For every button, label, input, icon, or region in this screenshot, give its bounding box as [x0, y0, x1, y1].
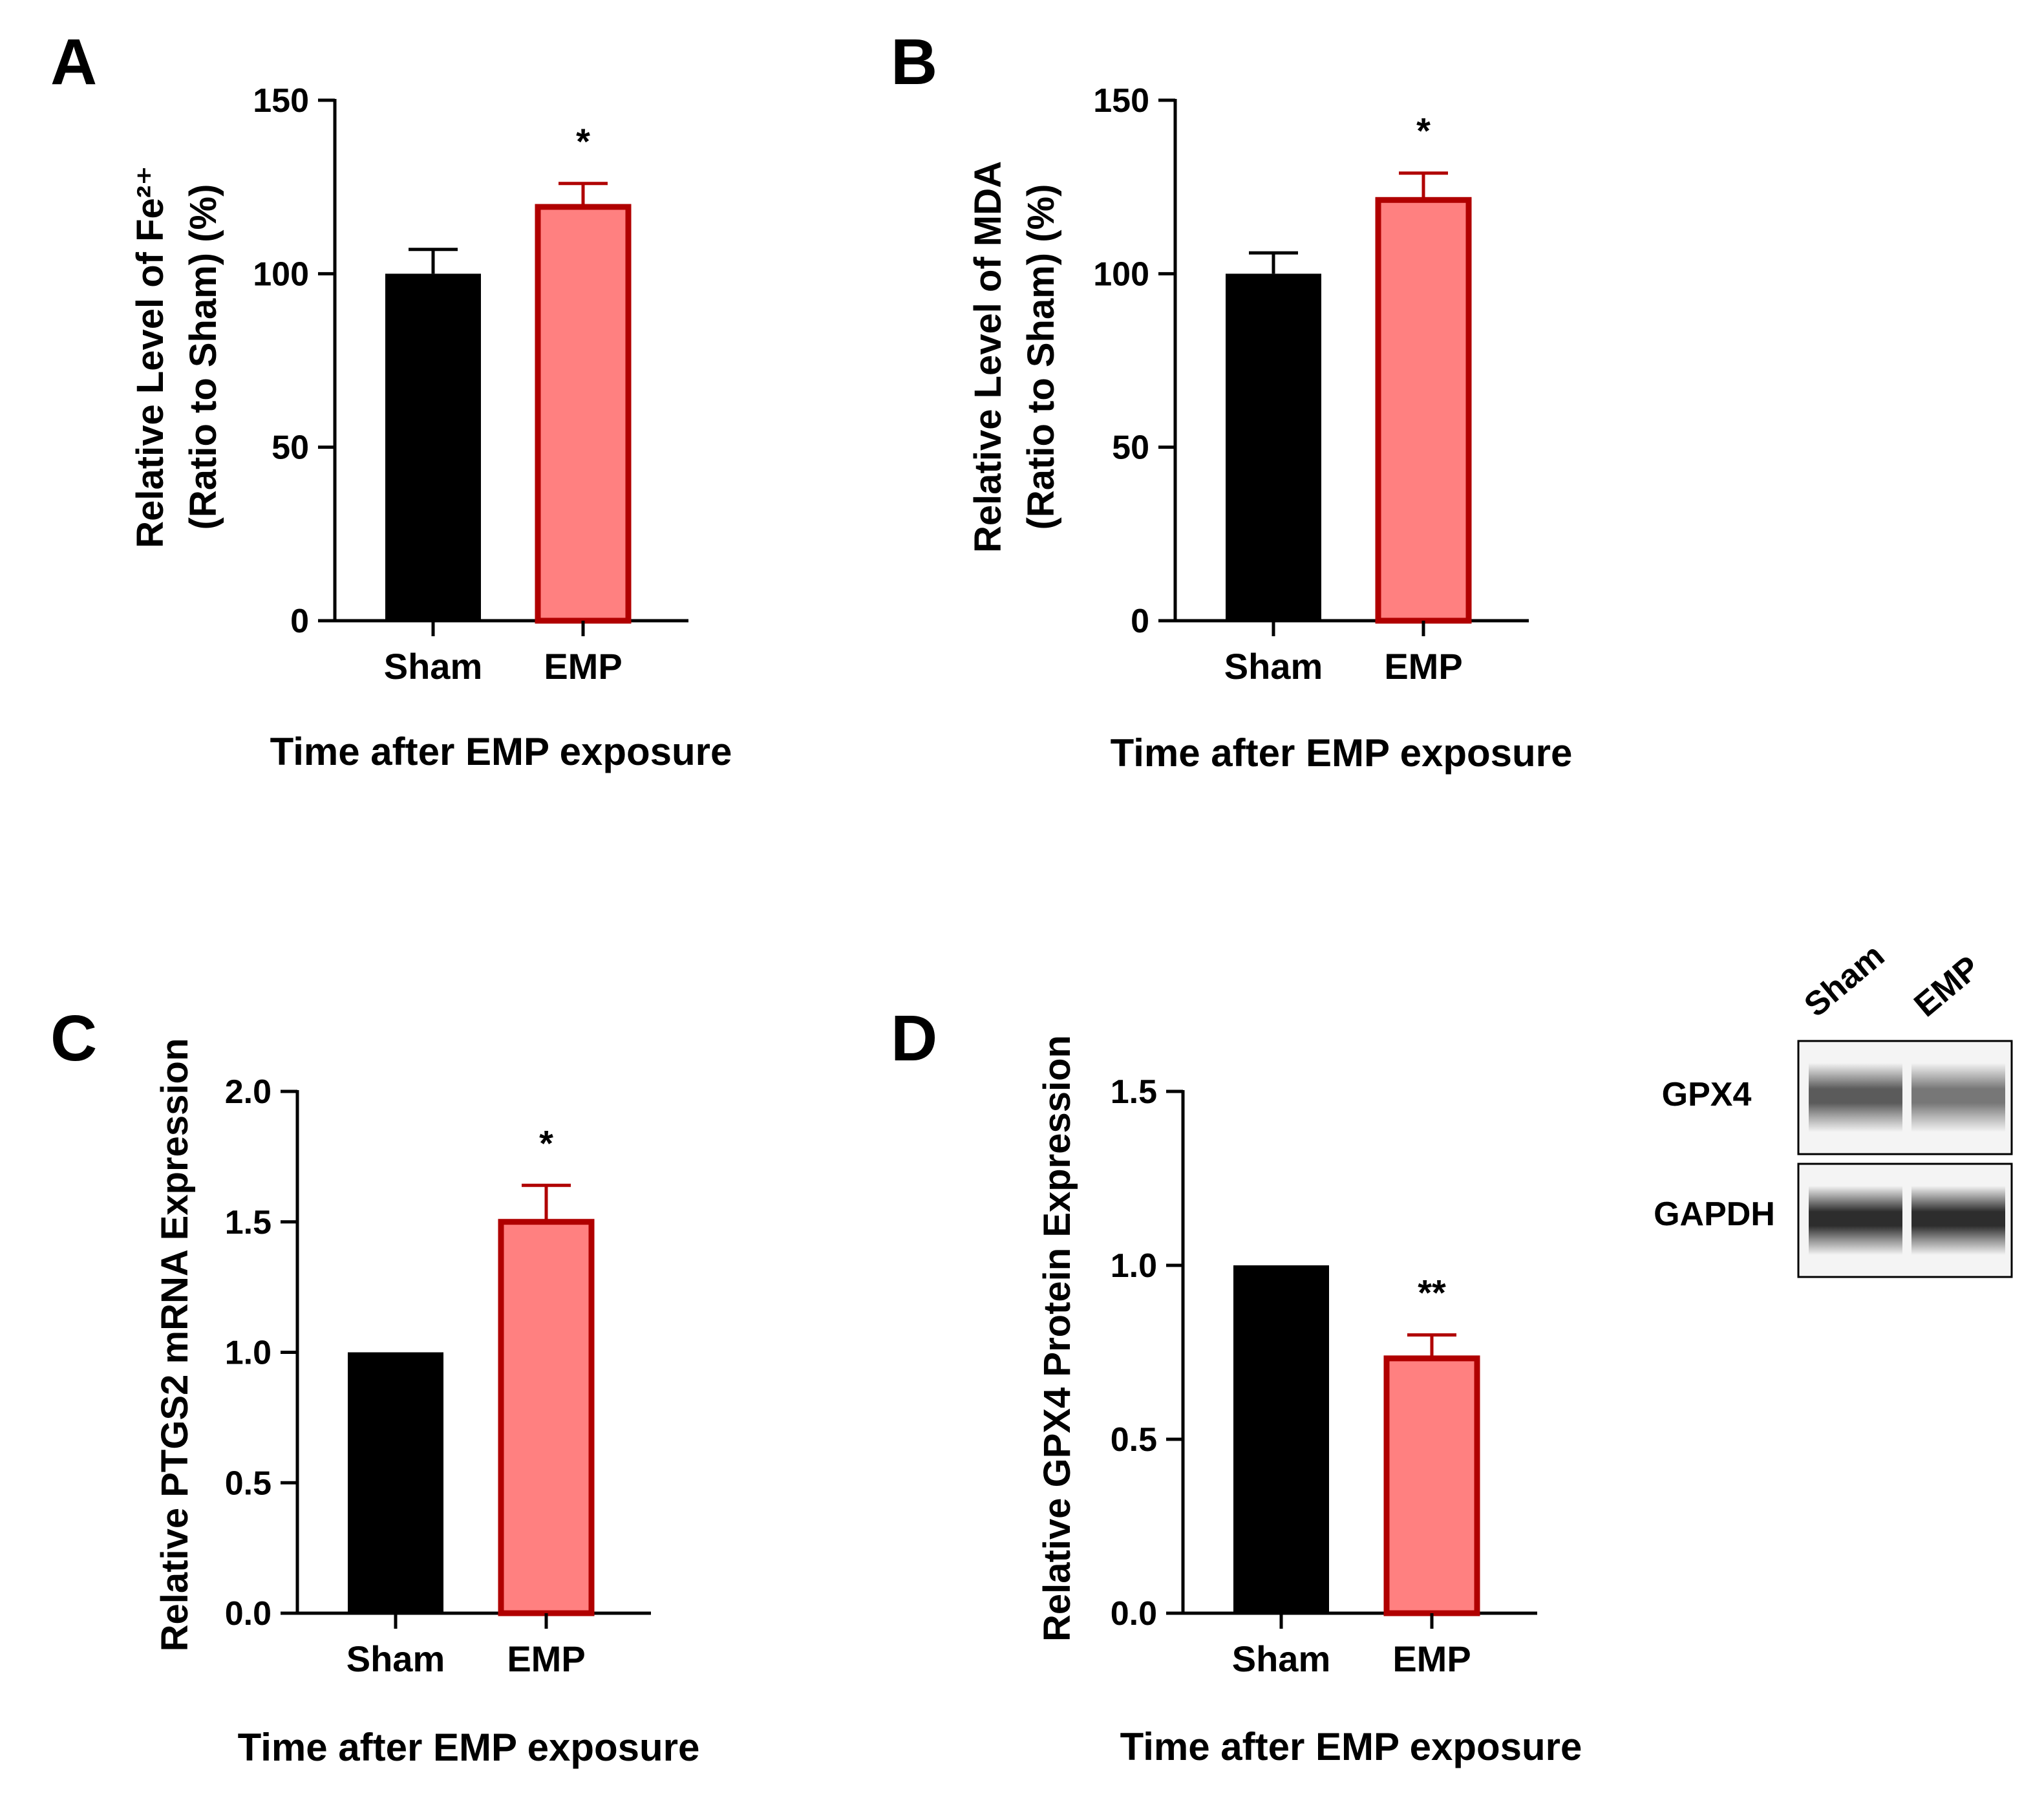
blot-band-gapdh-sham — [1809, 1166, 1902, 1274]
blot-band-gpx4-emp — [1911, 1044, 2005, 1152]
panel-c-plot: 0.0 0.5 1.0 1.5 2.0 Sham EMP * — [225, 1073, 651, 1679]
panel-c-ytick-label: 1.5 — [225, 1204, 271, 1241]
panel-a-xtitle: Time after EMP exposure — [270, 730, 732, 773]
panel-letter-a: A — [50, 26, 97, 98]
panel-d-xtitle: Time after EMP exposure — [1120, 1725, 1582, 1768]
panel-c-category-label-sham: Sham — [346, 1638, 445, 1679]
panel-c-ytick-label: 0.0 — [225, 1595, 271, 1633]
panel-a-ytick-label: 0 — [290, 603, 309, 640]
panel-b-ytitle-line-1: Relative Level of MDA — [967, 161, 1009, 553]
panel-a-ytick-label: 50 — [271, 429, 309, 467]
panel-d-bar-sham — [1233, 1265, 1329, 1613]
blot-lane-label-emp: EMP — [1907, 949, 1987, 1024]
panel-c-ytitle: Relative PTGS2 mRNA Expression — [154, 1038, 196, 1652]
panel-b-plot: 0 50 100 150 Sham EMP * — [1093, 82, 1529, 687]
panel-a-significance-emp: * — [576, 121, 590, 162]
panel-c-ytick-label: 1.0 — [225, 1335, 271, 1372]
panel-d-ytick-label: 1.5 — [1111, 1073, 1157, 1111]
panel-c-bar-sham — [348, 1352, 443, 1613]
panel-c: C Relative PTGS2 mRNA Expression Time af… — [50, 1002, 699, 1769]
panel-d-significance-emp: ** — [1418, 1272, 1446, 1313]
panel-d-ytick-label: 0.0 — [1111, 1595, 1157, 1633]
panel-b-ytitle: Relative Level of MDA (Ratio to Sham) (%… — [967, 161, 1062, 553]
panel-d: D Relative GPX4 Protein Expression Time … — [891, 1002, 1582, 1768]
panel-d-ytitle-line-1: Relative GPX4 Protein Expression — [1036, 1035, 1078, 1642]
panel-b-category-label-emp: EMP — [1384, 646, 1462, 687]
panel-d-ytick-label: 1.0 — [1111, 1247, 1157, 1285]
panel-letter-b: B — [891, 26, 937, 98]
panel-a-bar-sham — [385, 274, 481, 621]
panel-a-ytitle-line-1: Relative Level of Fe²⁺ — [129, 166, 171, 548]
panel-b-category-label-sham: Sham — [1224, 646, 1323, 687]
panel-d-ytitle: Relative GPX4 Protein Expression — [1036, 1035, 1078, 1642]
panel-b-bar-emp — [1375, 197, 1472, 624]
panel-d-bar-emp — [1383, 1355, 1480, 1616]
panel-d-ytick-label: 0.5 — [1111, 1421, 1157, 1459]
panel-letter-d: D — [891, 1002, 937, 1075]
panel-d-category-label-emp: EMP — [1392, 1638, 1471, 1679]
blot-frame-gpx4-border — [1797, 1040, 2013, 1155]
panel-c-significance-emp: * — [539, 1122, 553, 1163]
panel-a-bar-emp — [535, 204, 632, 624]
panel-a-ytick-label: 150 — [253, 82, 309, 120]
panel-a-category-label-emp: EMP — [544, 646, 622, 687]
panel-letter-c: C — [50, 1002, 97, 1075]
panel-b-ytick-label: 0 — [1131, 603, 1149, 640]
panel-c-ytitle-line-1: Relative PTGS2 mRNA Expression — [154, 1038, 196, 1652]
panel-b-ytick-label: 50 — [1112, 429, 1149, 467]
panel-b-significance-emp: * — [1416, 111, 1431, 151]
panel-a-plot: 0 50 100 150 Sham EMP * — [253, 82, 688, 687]
panel-c-bar-emp — [498, 1219, 595, 1616]
panel-c-xtitle: Time after EMP exposure — [238, 1726, 700, 1769]
blot-band-gapdh-emp — [1911, 1166, 2005, 1274]
blot-row-label-gapdh: GAPDH — [1654, 1196, 1775, 1233]
blot-row-label-gpx4: GPX4 — [1662, 1076, 1752, 1113]
panel-c-category-label-emp: EMP — [507, 1638, 585, 1679]
plots: 0 50 100 150 Sham EMP * 0 50 100 150 Sham EMP * 0.0 0.5… — [225, 82, 1537, 1679]
blot-frame-gapdh-border — [1797, 1163, 2013, 1278]
panel-a-category-label-sham: Sham — [384, 646, 483, 687]
panel-a: A Relative Level of Fe²⁺ (Ratio to Sham)… — [50, 26, 732, 773]
panel-c-ytick-label: 2.0 — [225, 1073, 271, 1111]
panel-d-plot: 0.0 0.5 1.0 1.5 Sham EMP ** — [1111, 1073, 1537, 1679]
panel-d-category-label-sham: Sham — [1232, 1638, 1331, 1679]
panel-c-ytick-label: 0.5 — [225, 1464, 271, 1502]
panel-b-bar-sham — [1226, 274, 1321, 621]
panel-a-ytitle: Relative Level of Fe²⁺ (Ratio to Sham) (… — [129, 166, 224, 548]
western-blot: Sham EMP GPX4 GAPDH — [1654, 937, 2013, 1278]
blot-band-gpx4-sham — [1809, 1044, 1902, 1152]
panel-b-ytick-label: 150 — [1093, 82, 1149, 120]
panel-b-ytitle-line-2: (Ratio to Sham) (%) — [1020, 184, 1062, 530]
panel-a-ytick-label: 100 — [253, 255, 309, 293]
panel-b-xtitle: Time after EMP exposure — [1111, 731, 1573, 775]
panel-b: B Relative Level of MDA (Ratio to Sham) … — [891, 26, 1572, 775]
panel-b-ytick-label: 100 — [1093, 255, 1149, 293]
blot-lane-label-sham: Sham — [1797, 937, 1891, 1024]
panel-a-ytitle-line-2: (Ratio to Sham) (%) — [182, 184, 224, 530]
